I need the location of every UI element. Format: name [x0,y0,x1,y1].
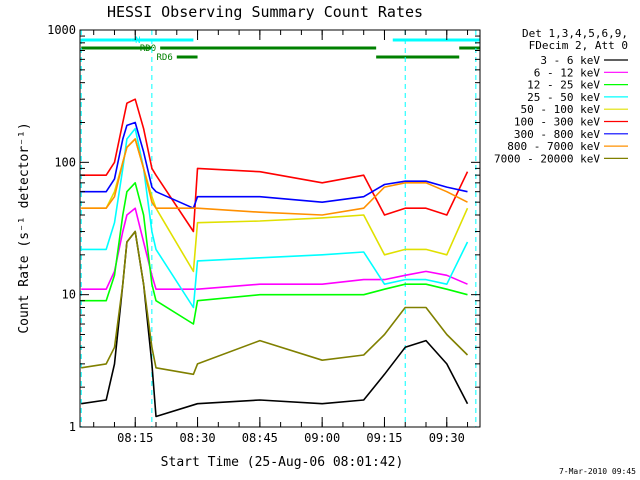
state-bar-label: RD6 [157,53,173,63]
legend-header-line-2: FDecim 2, Att 0 [529,39,628,52]
y-axis-label: Count Rate (s⁻¹ detector⁻¹) [17,122,32,333]
legend-entry-label: 7000 - 20000 keV [494,152,600,165]
legend-entry-label: 3 - 6 keV [540,54,600,67]
x-tick-label: 09:00 [304,431,340,445]
legend-entry-label: 25 - 50 keV [527,91,600,104]
series-layer [81,98,469,418]
x-axis: 08:15 08:30 08:45 09:00 09:15 09:30 [93,30,469,445]
legend-header-line-1: Det 1,3,4,5,6,9, [522,27,628,40]
series-line [81,182,468,325]
state-bar-label: RD0 [140,44,156,54]
footer-date: 7-Mar-2010 09:45 [559,467,636,476]
chart-title: HESSI Observing Summary Count Rates [107,3,423,21]
y-axis: 1 10 100 1000 [47,23,480,434]
legend-entry-label: 50 - 100 keV [521,103,601,116]
y-tick-label: 10 [62,288,76,302]
legend-entry-label: 6 - 12 keV [534,66,601,79]
state-bar-label: N [135,36,140,46]
legend-entry-label: 800 - 7000 keV [507,140,600,153]
y-tick-label: 1 [69,420,76,434]
legend-entry-label: 300 - 800 keV [514,128,600,141]
legend-entry-label: 100 - 300 keV [514,116,600,129]
series-line [81,207,468,291]
series-line [81,230,469,376]
y-tick-label: 1000 [47,23,76,37]
x-axis-label: Start Time (25-Aug-06 08:01:42) [161,455,404,470]
x-tick-label: 08:45 [242,431,278,445]
series-line [81,127,469,309]
x-tick-label: 08:30 [179,431,215,445]
series-line [81,138,468,216]
x-tick-label: 08:15 [117,431,153,445]
legend-entry-label: 12 - 25 keV [527,79,600,92]
series-line [81,98,469,233]
x-tick-label: 09:30 [429,431,465,445]
plot-frame [79,29,481,428]
y-tick-label: 100 [54,155,76,169]
x-tick-label: 09:15 [366,431,402,445]
legend: Det 1,3,4,5,6,9, FDecim 2, Att 0 3 - 6 k… [494,27,628,165]
